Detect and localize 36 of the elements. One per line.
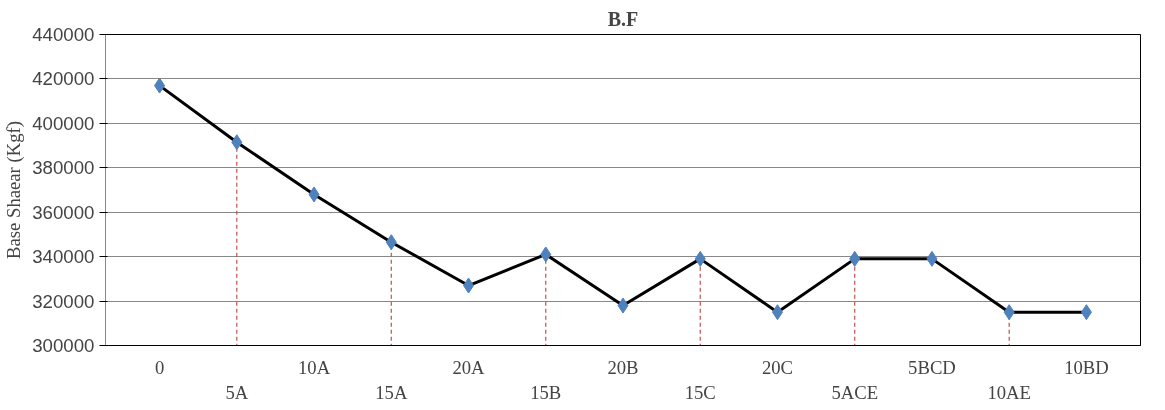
point (231, 134, 243, 151)
y-tick-label: 320000 (32, 290, 95, 312)
point (1003, 304, 1015, 321)
x-tick-label: 15C (684, 381, 716, 403)
point (463, 277, 475, 294)
x-tick-label: 0 (154, 356, 165, 378)
point (771, 304, 783, 321)
chart-title: B.F (607, 7, 639, 30)
point (1080, 304, 1092, 321)
x-tick-label: 10BD (1064, 356, 1109, 378)
y-tick-label: 400000 (32, 112, 95, 134)
y-axis-title: Base Shaear (Kgf) (3, 121, 26, 259)
y-tick-label: 340000 (32, 246, 95, 268)
point (385, 234, 397, 251)
x-tick-label: 5BCD (908, 356, 956, 378)
x-tick-label: 15A (375, 381, 408, 403)
x-tick-label: 20B (607, 356, 639, 378)
x-tick-label: 20C (761, 356, 794, 378)
point (540, 246, 552, 263)
point (694, 250, 706, 267)
point (849, 250, 861, 267)
y-tick-label: 380000 (32, 157, 95, 179)
x-tick-label: 10AE (987, 381, 1031, 403)
x-tick-label: 20A (452, 356, 486, 378)
y-tick-label: 300000 (32, 335, 95, 356)
point (154, 77, 166, 94)
x-tick-label: 5A (225, 381, 249, 403)
point (308, 186, 320, 203)
x-tick-label: 15B (530, 381, 562, 403)
y-tick-label: 420000 (32, 68, 95, 90)
x-tick-label: 10A (297, 356, 331, 378)
x-tick-label: 5ACE (831, 381, 879, 403)
y-tick-label: 440000 (32, 24, 95, 45)
y-tick-label: 360000 (32, 201, 95, 223)
point (617, 297, 629, 314)
point (926, 250, 938, 267)
